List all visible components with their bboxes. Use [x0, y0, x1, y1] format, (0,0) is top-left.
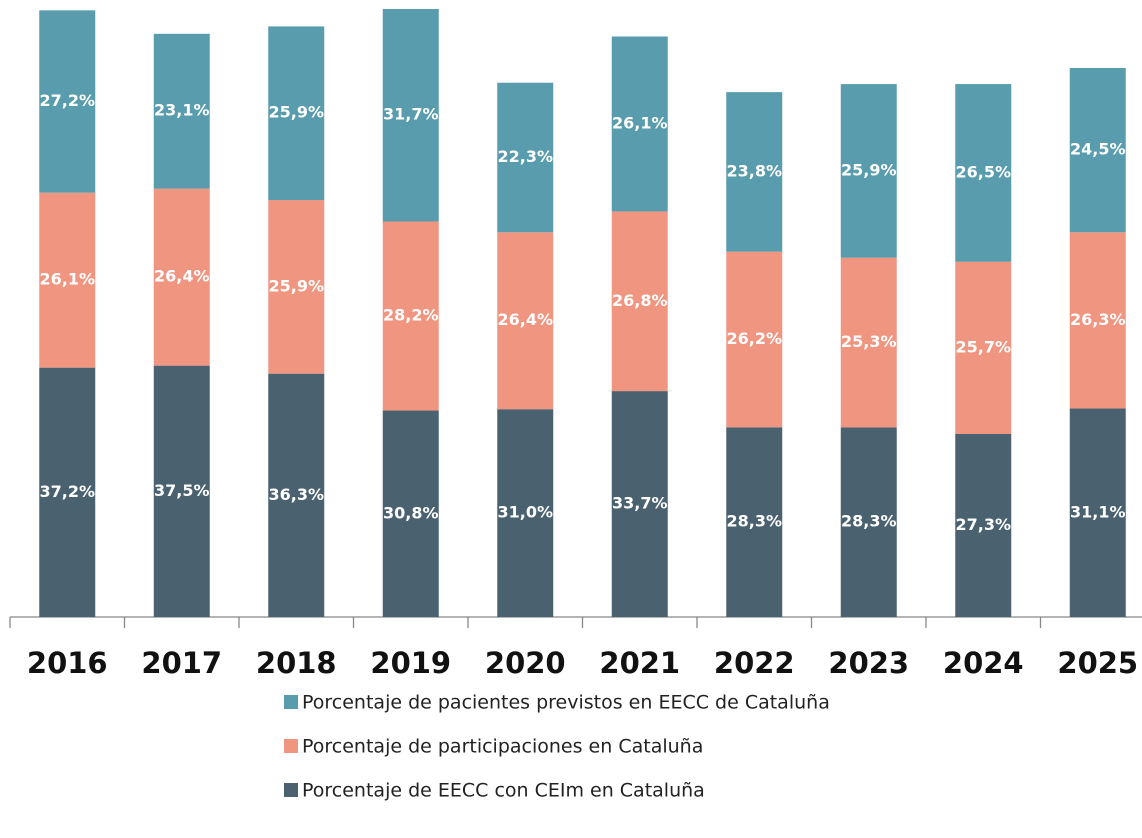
data-label: 25,9%: [268, 276, 324, 295]
x-tick-label: 2021: [599, 646, 680, 680]
bar-segment: [497, 232, 554, 410]
bar-segment: [39, 192, 96, 368]
legend-label: Porcentaje de participaciones en Cataluñ…: [302, 736, 703, 758]
data-label: 25,3%: [841, 332, 897, 351]
x-tick-label: 2020: [485, 646, 566, 680]
data-label: 25,7%: [955, 337, 1011, 356]
bar-segment: [153, 33, 210, 189]
bar-segment: [1069, 408, 1126, 617]
bar-segment: [39, 10, 96, 193]
legend-label: Porcentaje de pacientes previstos en EEC…: [302, 692, 830, 714]
legend-swatch: [284, 783, 298, 797]
data-label: 27,2%: [39, 91, 95, 110]
data-label: 24,5%: [1070, 140, 1126, 159]
bar-segment: [840, 84, 897, 258]
bar-segment: [153, 365, 210, 617]
data-label: 25,9%: [841, 160, 897, 179]
bar-segment: [955, 261, 1012, 434]
data-label: 31,7%: [383, 105, 439, 124]
data-label: 23,1%: [154, 101, 210, 120]
bar-segment: [382, 9, 439, 222]
data-label: 26,5%: [955, 162, 1011, 181]
bar-segment: [726, 427, 783, 617]
x-tick-label: 2022: [714, 646, 795, 680]
bar-segment: [611, 36, 668, 212]
bar-segment: [840, 257, 897, 428]
data-label: 33,7%: [612, 494, 668, 513]
bar-segment: [268, 26, 325, 201]
bar-segment: [382, 410, 439, 617]
data-label: 28,3%: [841, 512, 897, 531]
x-tick-label: 2025: [1057, 646, 1138, 680]
bar-segment: [497, 82, 554, 233]
data-label: 26,2%: [726, 329, 782, 348]
data-label: 26,1%: [612, 113, 668, 132]
bar-segment: [726, 92, 783, 252]
bar-segment: [1069, 67, 1126, 233]
legend-label: Porcentaje de EECC con CEIm en Cataluña: [302, 780, 705, 802]
data-label: 31,1%: [1070, 502, 1126, 521]
data-label: 28,2%: [383, 306, 439, 325]
legend-swatch: [284, 695, 298, 709]
data-label: 26,1%: [39, 270, 95, 289]
bar-segment: [611, 391, 668, 617]
bar-segment: [382, 221, 439, 411]
bar-segment: [153, 188, 210, 366]
bar-segment: [39, 367, 96, 617]
bar-segment: [1069, 232, 1126, 409]
bar-segment: [955, 84, 1012, 262]
data-label: 22,3%: [497, 147, 553, 166]
data-label: 36,3%: [268, 485, 324, 504]
bar-segment: [955, 433, 1012, 617]
data-label: 25,9%: [268, 103, 324, 122]
data-label: 26,4%: [154, 267, 210, 286]
x-tick-label: 2023: [828, 646, 909, 680]
data-label: 37,5%: [154, 481, 210, 500]
data-label: 26,4%: [497, 310, 553, 329]
x-tick-label: 2019: [370, 646, 451, 680]
x-tick-label: 2016: [27, 646, 108, 680]
x-tick-label: 2017: [141, 646, 222, 680]
bar-segment: [268, 373, 325, 617]
bar-segment: [611, 211, 668, 392]
bar-segment: [497, 409, 554, 617]
data-label: 31,0%: [497, 503, 553, 522]
x-tick-label: 2018: [256, 646, 337, 680]
data-label: 37,2%: [39, 482, 95, 501]
data-label: 26,3%: [1070, 310, 1126, 329]
data-label: 30,8%: [383, 503, 439, 522]
x-tick-label: 2024: [943, 646, 1024, 680]
bar-segment: [726, 251, 783, 428]
bar-segment: [840, 427, 897, 617]
legend-swatch: [284, 739, 298, 753]
bar-segment: [268, 200, 325, 374]
data-label: 27,3%: [955, 515, 1011, 534]
data-label: 26,8%: [612, 291, 668, 310]
data-label: 23,8%: [726, 161, 782, 180]
data-label: 28,3%: [726, 512, 782, 531]
